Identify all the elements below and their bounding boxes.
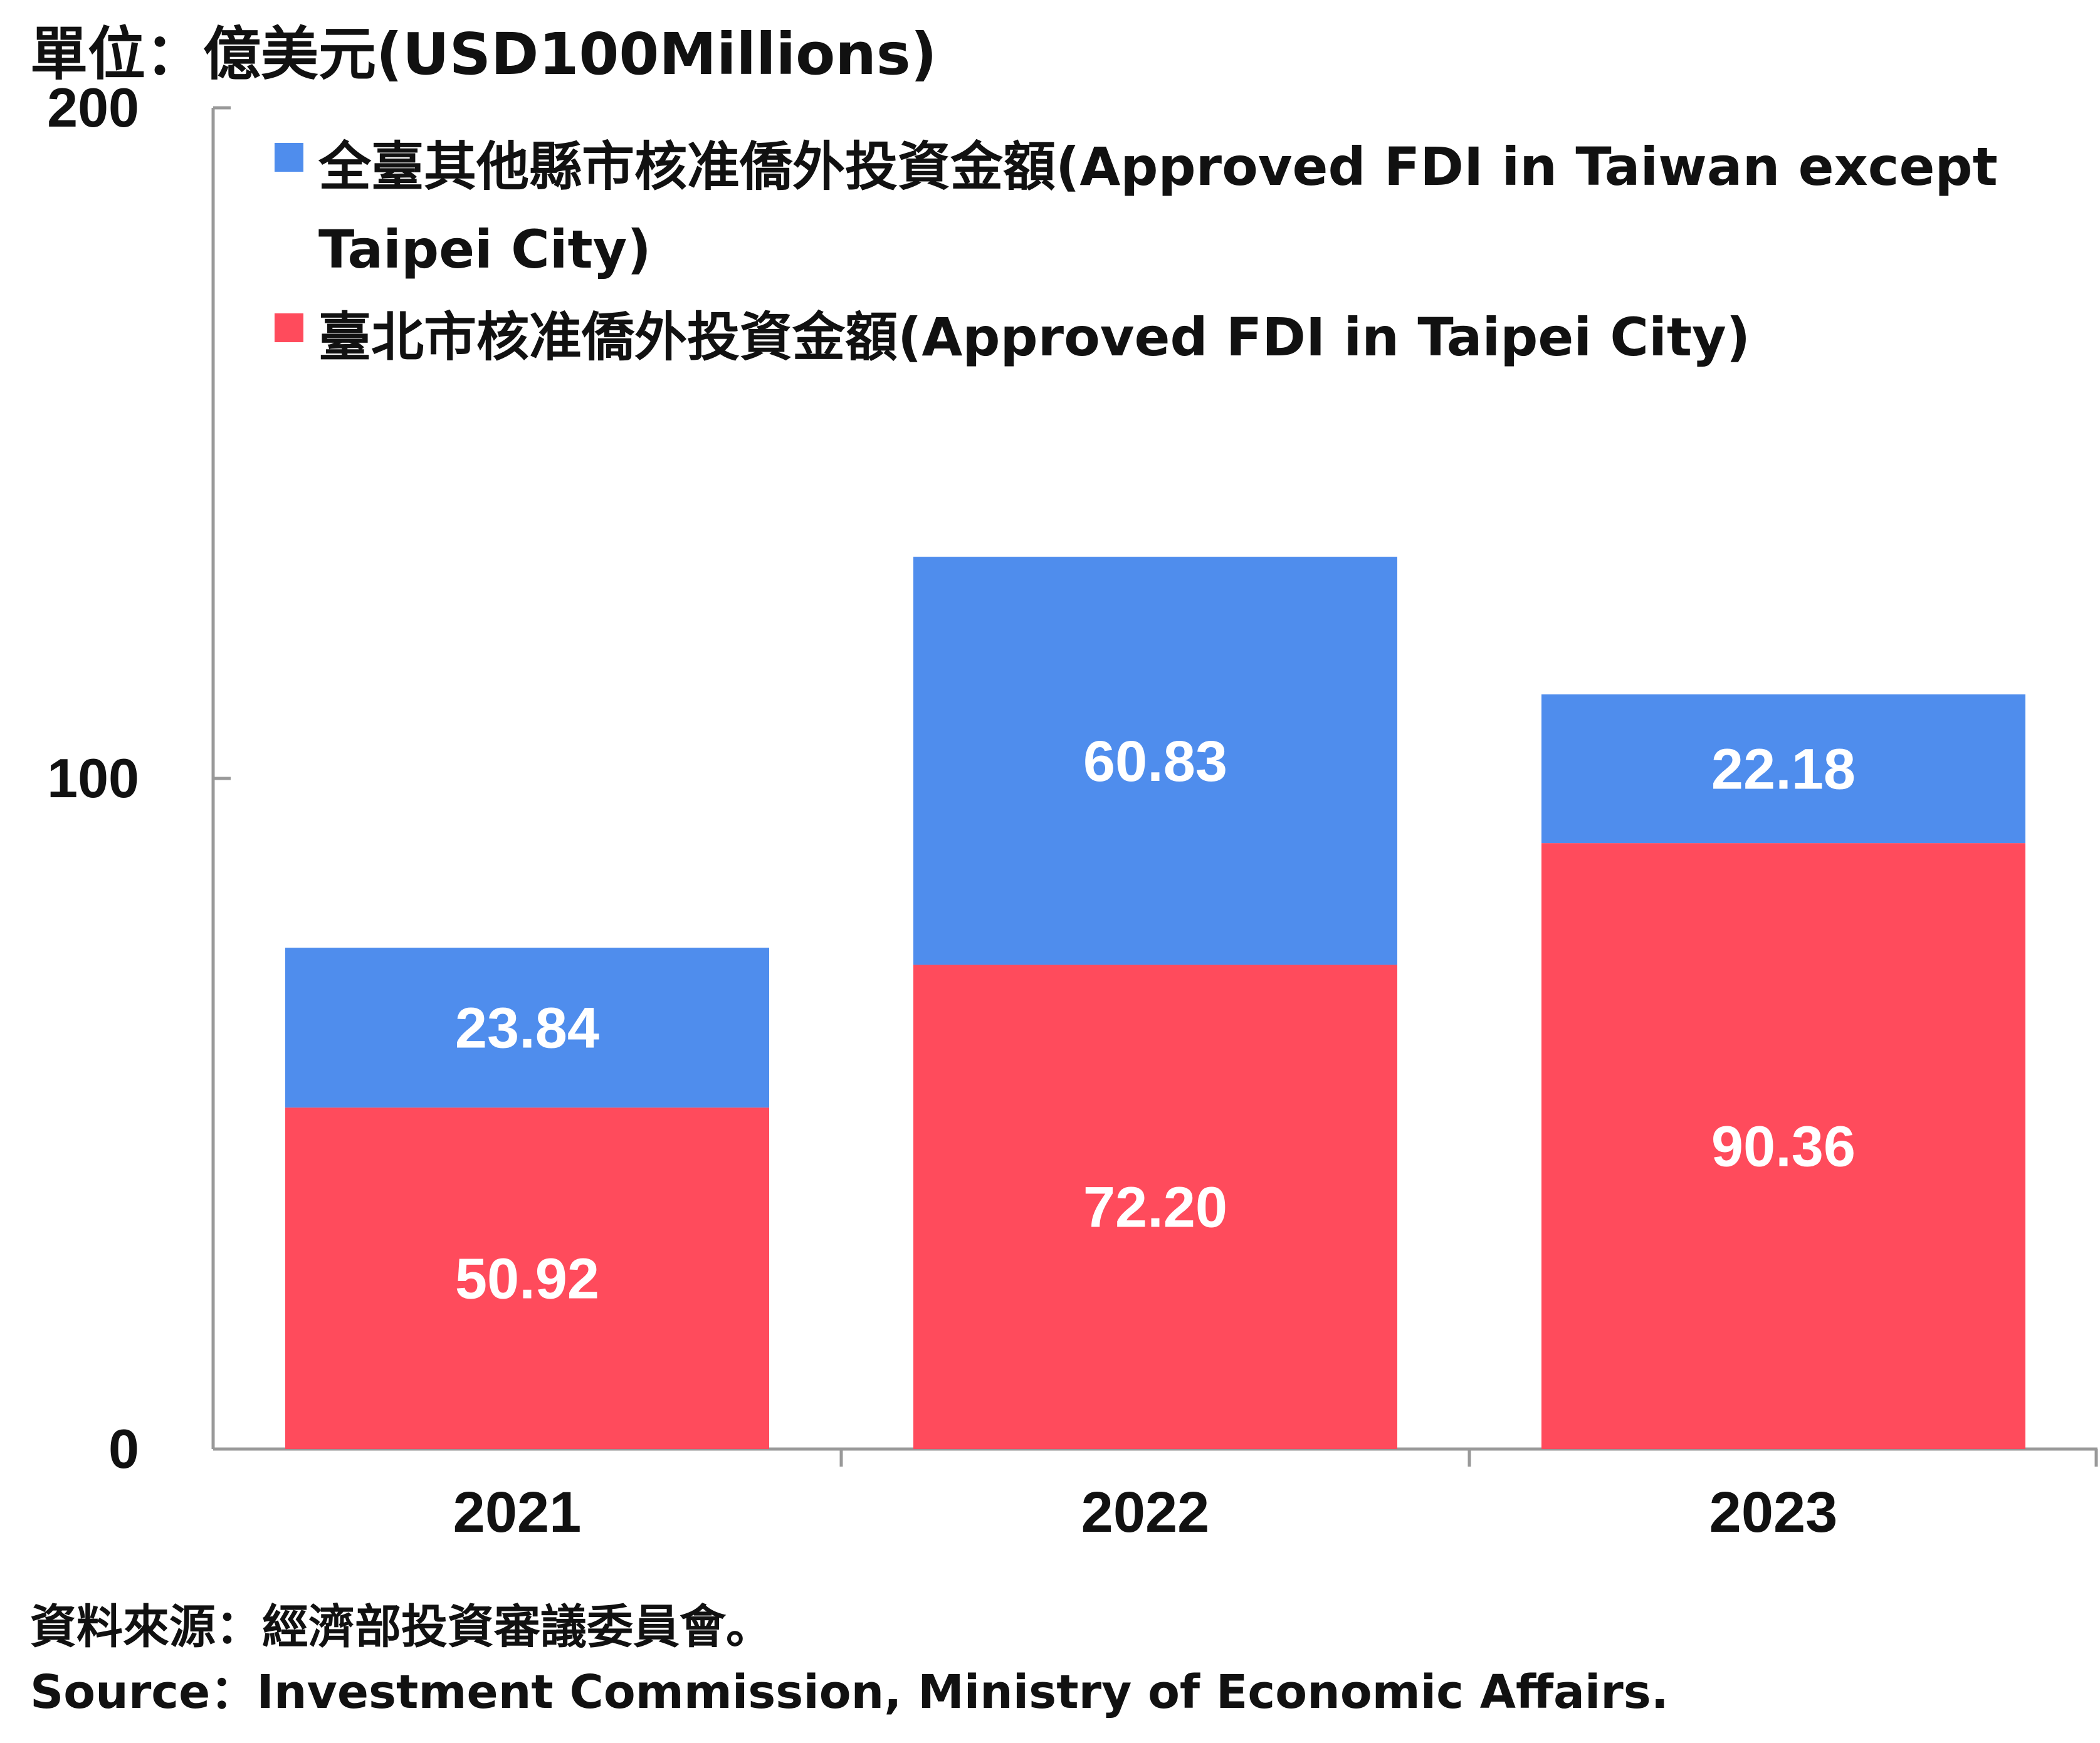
x-tick-label-2022: 2022 <box>1081 1480 1210 1544</box>
source-zh: 資料來源：經濟部投資審議委員會。 <box>30 1600 772 1654</box>
data-label-other-2022: 60.83 <box>1083 730 1227 793</box>
chart-bars <box>285 557 2025 1449</box>
source-en: Source：Investment Commission, Ministry o… <box>30 1665 1669 1719</box>
y-tick-label-0: 0 <box>108 1418 139 1480</box>
y-tick-label-100: 100 <box>47 747 139 809</box>
legend-swatch-taipei <box>275 313 303 342</box>
bar-taipei-2022 <box>913 965 1397 1449</box>
data-label-other-2023: 22.18 <box>1711 737 1856 801</box>
y-tick-label-200: 200 <box>47 76 139 139</box>
legend-swatch-other <box>275 143 303 172</box>
data-label-taipei-2023: 90.36 <box>1711 1115 1856 1179</box>
bar-taipei-2021 <box>285 1107 769 1449</box>
x-tick-label-2023: 2023 <box>1709 1480 1838 1544</box>
bar-other-2023 <box>1541 694 2025 844</box>
legend-item-taipei: 臺北市核准僑外投資金額(Approved FDI in Taipei City) <box>275 296 2030 379</box>
legend-item-other: 全臺其他縣市核准僑外投資金額(Approved FDI in Taiwan ex… <box>275 125 2030 291</box>
bar-other-2021 <box>285 948 769 1108</box>
legend-label-other: 全臺其他縣市核准僑外投資金額(Approved FDI in Taiwan ex… <box>318 136 1998 280</box>
x-tick-label-2021: 2021 <box>453 1480 582 1544</box>
data-label-other-2021: 23.84 <box>455 997 599 1060</box>
legend: 全臺其他縣市核准僑外投資金額(Approved FDI in Taiwan ex… <box>275 125 2030 384</box>
chart-labels: 50.92 23.84 2021 72.20 60.83 2022 90.36 22.18 20… <box>453 730 1856 1544</box>
data-label-taipei-2022: 72.20 <box>1083 1176 1227 1240</box>
legend-label-taipei: 臺北市核准僑外投資金額(Approved FDI in Taipei City) <box>318 306 1751 368</box>
unit-label: 單位：億美元(USD100Millions) <box>30 21 937 88</box>
bar-taipei-2023 <box>1541 843 2025 1449</box>
data-label-taipei-2021: 50.92 <box>455 1247 599 1311</box>
bar-other-2022 <box>913 557 1397 965</box>
